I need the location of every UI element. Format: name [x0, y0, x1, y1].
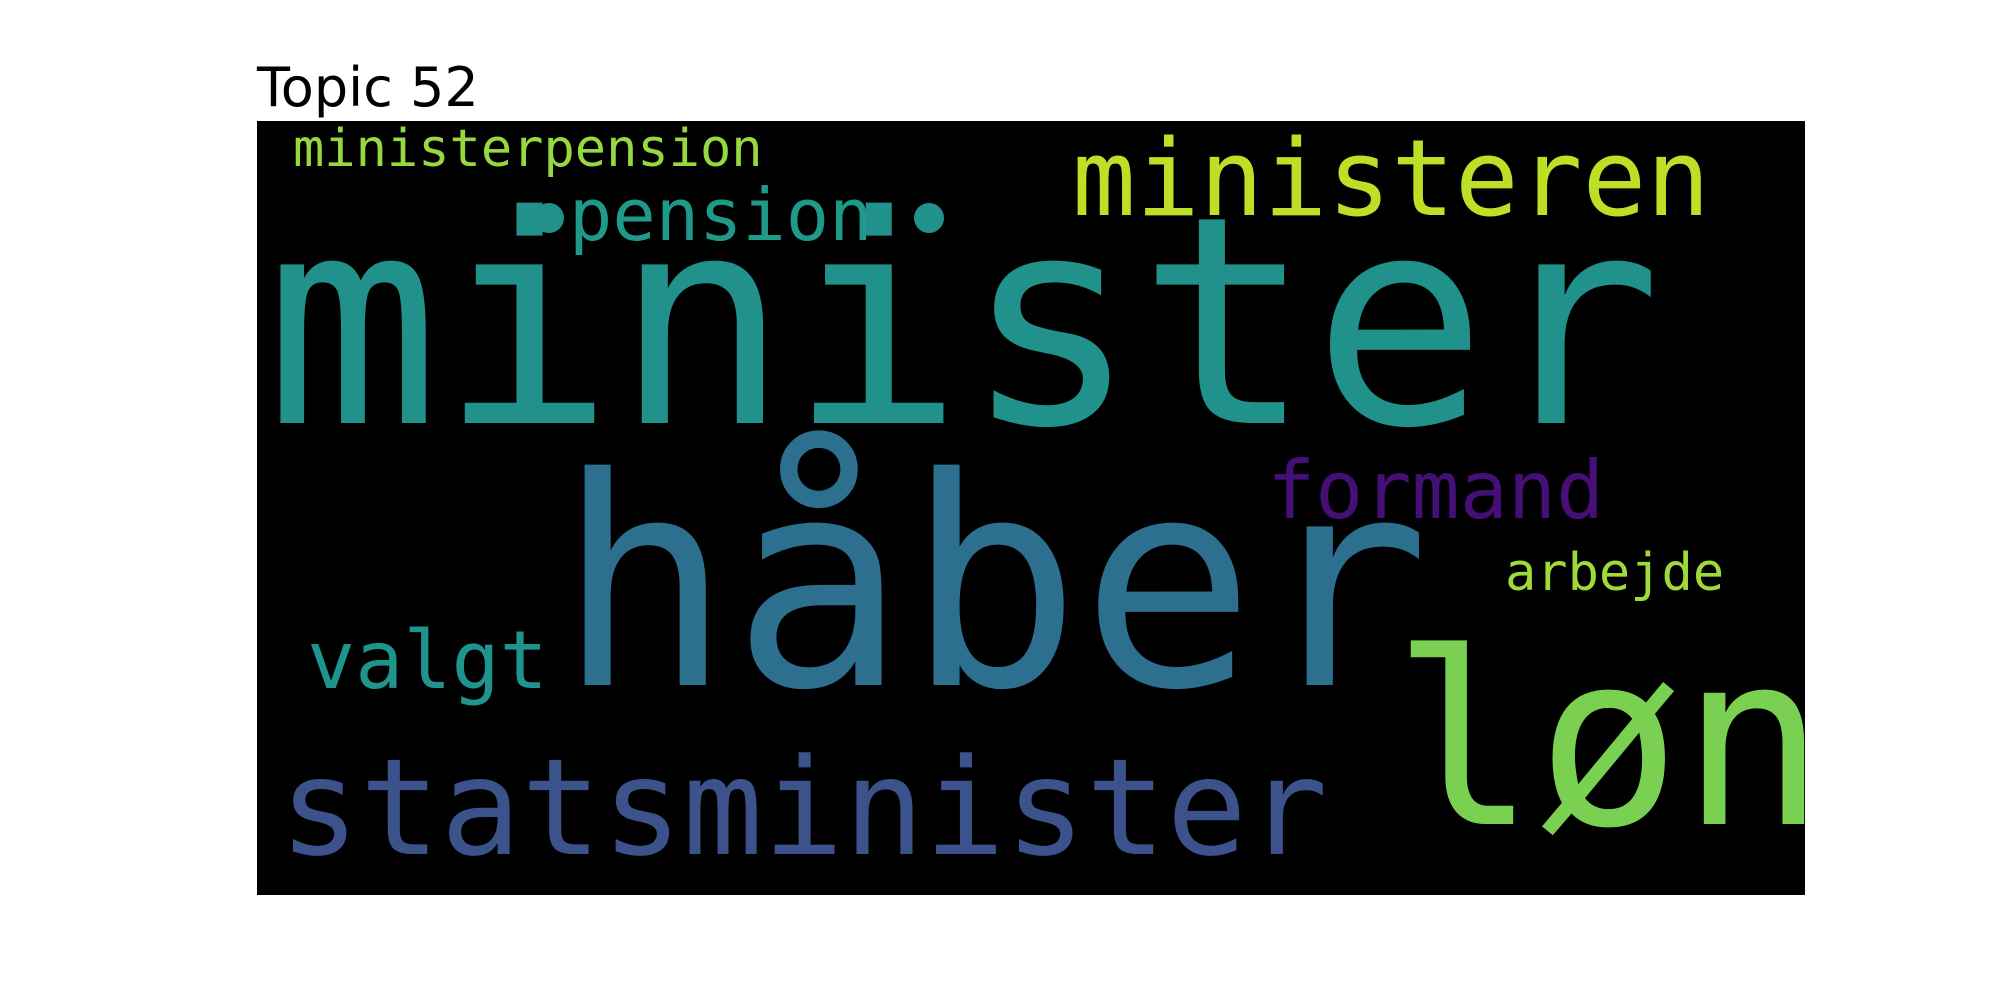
dot-left: [534, 203, 564, 233]
word-pension: pension: [569, 173, 873, 257]
plot-title: Topic 52: [257, 56, 479, 119]
word-haber: håber: [557, 417, 1430, 754]
word-arbejde: arbejde: [1505, 543, 1725, 603]
dot-right: [914, 203, 944, 233]
word-formand: formand: [1267, 444, 1605, 537]
word-statsminister: statsminister: [279, 730, 1328, 886]
word-ministerpension: ministerpension: [293, 121, 763, 179]
word-cloud: minister håber løn statsminister ministe…: [257, 121, 1805, 895]
word-minister: minister: [265, 155, 1662, 492]
word-valgt: valgt: [307, 614, 548, 707]
word-ministeren: ministeren: [1072, 121, 1711, 240]
word-lon: løn: [1392, 601, 1805, 881]
